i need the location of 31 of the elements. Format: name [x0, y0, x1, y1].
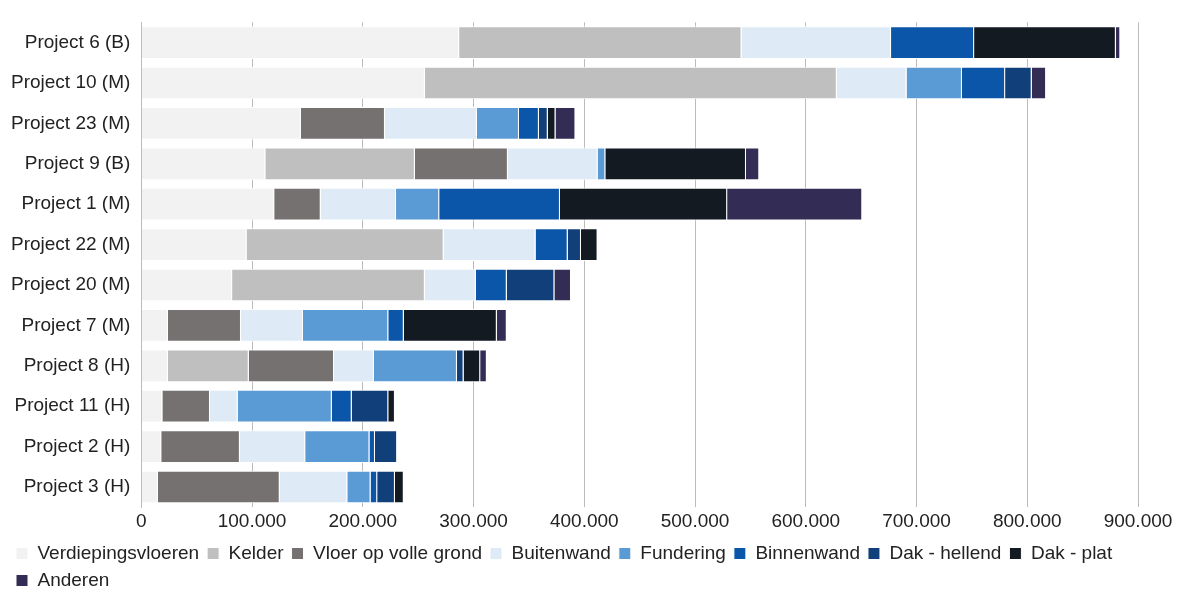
legend-label: Kelder	[228, 541, 285, 563]
y-tick-label: Project 10 (M)	[10, 71, 131, 93]
legend-label: Verdiepingsvloeren	[37, 541, 200, 563]
x-tick-label: 700.000	[882, 509, 951, 531]
x-tick-label: 900.000	[1103, 509, 1173, 531]
legend-label: Binnenwand	[755, 541, 860, 563]
y-tick-label: Project 23 (M)	[10, 111, 131, 133]
y-tick-label: Project 8 (H)	[23, 354, 131, 376]
y-tick-label: Project 9 (B)	[24, 152, 131, 174]
legend-label: Vloer op volle grond	[313, 541, 483, 563]
y-tick-label: Project 22 (M)	[10, 232, 131, 254]
y-tick-label: Project 11 (H)	[14, 394, 131, 416]
x-tick-label: 200.000	[328, 509, 398, 531]
x-tick-label: 500.000	[660, 509, 730, 531]
legend-label: Buitenwand	[511, 541, 611, 563]
y-tick-label: Project 3 (H)	[23, 475, 131, 497]
y-tick-label: Project 7 (M)	[21, 313, 131, 335]
y-tick-label: Project 6 (B)	[24, 30, 131, 52]
y-tick-label: Project 20 (M)	[10, 273, 131, 295]
legend-label: Dak - plat	[1030, 541, 1113, 563]
x-tick-label: 300.000	[439, 509, 508, 531]
legend-label: Fundering	[640, 541, 726, 563]
x-tick-label: 800.000	[992, 509, 1062, 531]
legend-label: Dak - hellend	[889, 541, 1002, 563]
legend-label: Anderen	[37, 568, 110, 590]
x-tick-label: 600.000	[771, 509, 841, 531]
y-tick-label: Project 1 (M)	[21, 192, 131, 214]
x-tick-label: 100.000	[217, 509, 287, 531]
x-tick-label: 0	[136, 509, 147, 531]
y-tick-label: Project 2 (H)	[23, 434, 131, 456]
x-tick-label: 400.000	[549, 509, 619, 531]
